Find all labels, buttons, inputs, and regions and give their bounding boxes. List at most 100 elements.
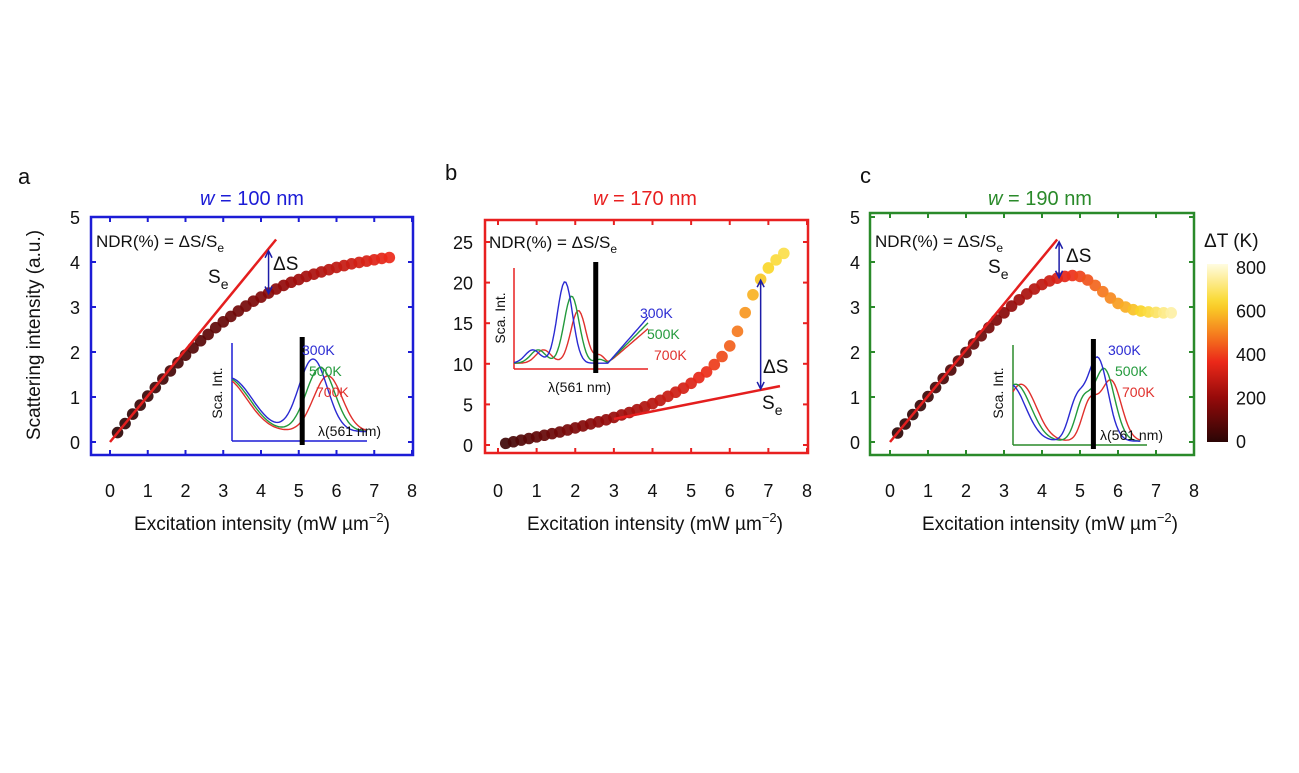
data-point	[731, 325, 744, 338]
colorbar-title: ΔT (K)	[1204, 231, 1259, 252]
title-value: = 170 nm	[607, 188, 697, 210]
y-tick-label: 1	[850, 388, 860, 408]
x-tick-label: 4	[256, 481, 266, 501]
inset-legend-500K: 500K	[309, 363, 342, 379]
data-point	[1005, 300, 1018, 312]
inset-legend-300K: 300K	[1108, 342, 1141, 358]
se-label-main: S	[988, 257, 1001, 278]
se-label-sub: e	[1001, 266, 1009, 282]
x-tick-label: 7	[369, 481, 379, 501]
x-axis-label-sup: −2	[762, 510, 777, 525]
x-tick-label: 2	[570, 481, 580, 501]
se-label-main: S	[208, 267, 221, 288]
inset-x-label: λ(561 nm)	[548, 379, 611, 395]
data-point	[1165, 307, 1177, 319]
inset-y-label: Sca. Int.	[492, 292, 508, 343]
data-point	[708, 358, 721, 371]
plot-frame	[89, 215, 415, 457]
y-tick-label: 3	[70, 298, 80, 318]
x-tick-label: 5	[294, 481, 304, 501]
x-axis-label-sup: −2	[369, 510, 384, 525]
x-tick-label: 0	[105, 481, 115, 501]
inset-y-label: Sca. Int.	[990, 367, 1006, 418]
x-tick-label: 2	[180, 481, 190, 501]
x-axis-label-end: )	[384, 514, 390, 535]
arrow-head-down-icon	[756, 381, 765, 391]
ndr-formula-sub: e	[996, 241, 1003, 255]
data-point	[739, 306, 751, 319]
inset-curve-700K	[514, 309, 649, 364]
y-tick-label: 1	[70, 388, 80, 408]
se-label-main: S	[762, 393, 775, 414]
colorbar: ΔT (K) 0 200 400 600 800	[1204, 231, 1266, 452]
title-variable: w	[988, 188, 1004, 210]
colorbar-tick-label: 400	[1236, 345, 1266, 365]
delta-s-label: ΔS	[1066, 246, 1091, 267]
inset-legend-500K: 500K	[1115, 363, 1148, 379]
x-tick-label: 7	[763, 481, 773, 501]
panel-title: w = 170 nm	[593, 188, 697, 210]
x-tick-label: 6	[725, 481, 735, 501]
title-variable: w	[200, 188, 216, 210]
data-point	[1089, 279, 1101, 292]
ndr-formula: NDR(%) = ΔS/Se	[875, 232, 1003, 255]
y-tick-label: 20	[453, 274, 473, 294]
x-axis-label: Excitation intensity (mW µm−2)	[922, 510, 1178, 535]
x-tick-label: 4	[647, 481, 657, 501]
inset-legend-700K: 700K	[1122, 384, 1155, 400]
se-label: Se	[208, 267, 229, 292]
colorbar-tick-label: 200	[1236, 389, 1266, 409]
inset-curve-300K	[231, 358, 367, 433]
data-series	[111, 251, 396, 439]
data-point	[770, 254, 782, 266]
colorbar-tick-label: 0	[1236, 432, 1246, 452]
ndr-formula-main: NDR(%) = ΔS/S	[489, 233, 610, 252]
inset-x-label: λ(561 nm)	[1100, 427, 1163, 443]
y-tick-label: 3	[850, 298, 860, 318]
se-extrapolation-line	[109, 238, 278, 443]
arrow-head-down-icon	[1054, 270, 1064, 280]
x-tick-label: 6	[331, 481, 341, 501]
inset-spectrum: 300K 500K 700K λ(561 nm) Sca. Int.	[990, 339, 1163, 449]
title-value: = 190 nm	[1002, 188, 1092, 210]
y-tick-label: 2	[70, 343, 80, 363]
inset-y-label: Sca. Int.	[209, 367, 225, 418]
inset-legend-300K: 300K	[302, 342, 335, 358]
x-tick-label: 8	[407, 481, 417, 501]
inset-legend-700K: 700K	[316, 384, 349, 400]
x-axis-label-main: Excitation intensity (mW µm	[527, 514, 762, 535]
x-tick-label: 5	[1075, 481, 1085, 501]
arrow-head-down-icon	[264, 286, 273, 296]
data-point	[778, 247, 790, 260]
x-axis-label-end: )	[1172, 514, 1178, 535]
data-point	[998, 307, 1010, 319]
y-tick-label: 5	[463, 395, 473, 415]
x-tick-label: 3	[999, 481, 1009, 501]
arrow-head-up-icon	[756, 278, 765, 288]
panel-b: b w = 170 nm 0 1 2 3 4 5 6 7 8 0 5 10 15 20 25 Excitation…	[445, 160, 812, 535]
inset-curve-500K	[1012, 367, 1141, 442]
data-point	[747, 288, 759, 301]
inset-curve-300K	[1012, 356, 1141, 442]
ndr-formula-sub: e	[610, 242, 617, 256]
y-tick-label: 2	[850, 343, 860, 363]
se-extrapolation-line	[889, 238, 1059, 443]
ndr-formula-sub: e	[217, 241, 224, 255]
x-axis-label-main: Excitation intensity (mW µm	[922, 514, 1157, 535]
x-axis-label-sup: −2	[1157, 510, 1172, 525]
y-tick-label: 5	[850, 208, 860, 228]
data-point	[716, 350, 728, 363]
x-axis-label-end: )	[777, 514, 783, 535]
inset-curve-700K	[1012, 378, 1141, 441]
panel-c: c w = 190 nm 0 1 2 3 4 5 6 7 8 0 1 2 3 4 5 Excitation int…	[850, 163, 1199, 535]
panel-label: b	[445, 160, 457, 185]
inset-spectrum: 300K 500K 700K λ(561 nm) Sca. Int.	[209, 337, 381, 445]
ndr-formula: NDR(%) = ΔS/Se	[96, 232, 224, 255]
x-tick-label: 8	[1189, 481, 1199, 501]
data-series	[499, 247, 790, 450]
panel-a: a w = 100 nm 0 1 2 3 4 5 6 7 8 0 1 2 3 4 5 Excitation int…	[18, 164, 417, 535]
inset-curve-500K	[231, 366, 368, 433]
y-tick-label: 10	[453, 355, 473, 375]
inset-legend-500K: 500K	[647, 326, 680, 342]
x-tick-label: 1	[143, 481, 153, 501]
